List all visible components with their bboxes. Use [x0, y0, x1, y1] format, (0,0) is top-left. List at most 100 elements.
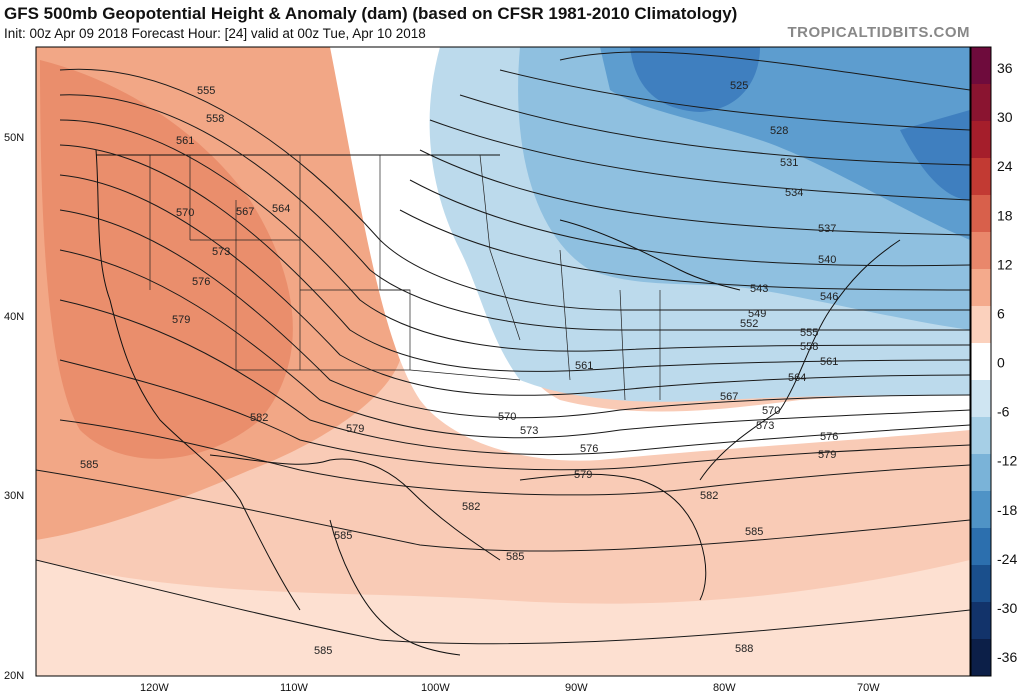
svg-text:525: 525: [730, 80, 748, 92]
colorbar-label: 30: [997, 109, 1013, 125]
svg-text:40N: 40N: [4, 311, 24, 323]
svg-text:582: 582: [250, 412, 268, 424]
svg-text:585: 585: [314, 645, 332, 657]
longitude-labels: 120W 110W 100W 90W 80W 70W: [140, 682, 880, 694]
svg-text:585: 585: [506, 551, 524, 563]
colorbar-label: -18: [997, 502, 1017, 518]
svg-text:582: 582: [462, 501, 480, 513]
svg-text:120W: 120W: [140, 682, 169, 694]
svg-text:100W: 100W: [421, 682, 450, 694]
map-subtitle: Init: 00z Apr 09 2018 Forecast Hour: [24…: [4, 26, 426, 41]
colorbar-swatch: [971, 528, 991, 566]
svg-text:20N: 20N: [4, 670, 24, 682]
svg-text:579: 579: [172, 314, 190, 326]
svg-text:90W: 90W: [565, 682, 588, 694]
svg-text:585: 585: [80, 459, 98, 471]
colorbar-label: -6: [997, 404, 1010, 420]
colorbar-swatch: [971, 565, 991, 603]
svg-text:534: 534: [785, 187, 803, 199]
svg-text:558: 558: [800, 341, 818, 353]
contour-labels: 525 528 531 534 537 540 543 546 549 552 …: [80, 80, 838, 657]
svg-text:552: 552: [740, 318, 758, 330]
colorbar-swatch: [971, 417, 991, 455]
svg-text:585: 585: [745, 526, 763, 538]
colorbar-swatch: [971, 84, 991, 122]
colorbar-swatch: [971, 121, 991, 159]
svg-text:576: 576: [192, 276, 210, 288]
svg-text:540: 540: [818, 254, 836, 266]
svg-text:567: 567: [236, 206, 254, 218]
colorbar-swatch: [971, 306, 991, 344]
svg-text:576: 576: [580, 443, 598, 455]
colorbar-label: -30: [997, 600, 1017, 616]
svg-text:546: 546: [820, 291, 838, 303]
colorbar-swatch: [971, 269, 991, 307]
svg-text:528: 528: [770, 125, 788, 137]
svg-text:576: 576: [820, 431, 838, 443]
svg-text:567: 567: [720, 391, 738, 403]
svg-text:564: 564: [788, 372, 806, 384]
svg-text:531: 531: [780, 157, 798, 169]
source-brand: TROPICALTIDBITS.COM: [787, 24, 970, 41]
colorbar-label: 12: [997, 256, 1013, 272]
svg-text:70W: 70W: [857, 682, 880, 694]
svg-text:582: 582: [700, 490, 718, 502]
svg-text:110W: 110W: [280, 682, 309, 694]
svg-text:585: 585: [334, 530, 352, 542]
svg-text:570: 570: [176, 207, 194, 219]
colorbar-label: 24: [997, 158, 1013, 174]
anomaly-colorbar: 36 30 24 18 12 6 0 -6 -12 -18 -24 -30 -36: [970, 46, 1017, 677]
anomaly-strongest-negative: [630, 47, 760, 112]
colorbar-label: -12: [997, 453, 1017, 469]
anomaly-strong-positive-west: [40, 60, 293, 459]
colorbar-swatch: [971, 454, 991, 492]
colorbar-swatch: [971, 343, 991, 381]
svg-text:561: 561: [820, 356, 838, 368]
latitude-labels: 50N 40N 30N 20N: [4, 132, 24, 682]
svg-text:561: 561: [575, 360, 593, 372]
svg-text:50N: 50N: [4, 132, 24, 144]
anomaly-neutral-band: [330, 47, 970, 461]
svg-text:573: 573: [756, 420, 774, 432]
colorbar-label: 36: [997, 60, 1013, 76]
map-title: GFS 500mb Geopotential Height & Anomaly …: [4, 4, 738, 23]
svg-text:588: 588: [735, 643, 753, 655]
colorbar-swatch: [971, 639, 991, 677]
anomaly-weak-positive-south: [36, 560, 970, 676]
svg-text:579: 579: [818, 449, 836, 461]
colorbar-swatch: [971, 47, 991, 85]
height-contours: [36, 51, 970, 645]
map-field: 525 528 531 534 537 540 543 546 549 552 …: [36, 47, 970, 676]
svg-text:549: 549: [748, 308, 766, 320]
svg-text:579: 579: [346, 423, 364, 435]
svg-text:80W: 80W: [713, 682, 736, 694]
svg-text:570: 570: [762, 405, 780, 417]
svg-text:30N: 30N: [4, 490, 24, 502]
svg-text:570: 570: [498, 411, 516, 423]
colorbar-label: -36: [997, 649, 1017, 665]
svg-text:555: 555: [800, 327, 818, 339]
anomaly-strong-negative-maritimes: [900, 110, 970, 200]
svg-text:558: 558: [206, 113, 224, 125]
colorbar-swatch: [971, 602, 991, 640]
svg-text:555: 555: [197, 85, 215, 97]
colorbar-swatch: [971, 232, 991, 270]
svg-text:579: 579: [574, 469, 592, 481]
colorbar-swatch: [971, 158, 991, 196]
colorbar-swatch: [971, 491, 991, 529]
svg-text:573: 573: [520, 425, 538, 437]
svg-text:564: 564: [272, 203, 290, 215]
colorbar-swatch: [971, 380, 991, 418]
colorbar-swatch: [971, 195, 991, 233]
colorbar-frame: [970, 46, 992, 677]
colorbar-label: 18: [997, 207, 1013, 223]
svg-text:573: 573: [212, 246, 230, 258]
colorbar-label: -24: [997, 551, 1017, 567]
svg-text:537: 537: [818, 223, 836, 235]
colorbar-label: 6: [997, 305, 1005, 321]
svg-text:543: 543: [750, 283, 768, 295]
map-frame: [35, 46, 971, 677]
colorbar-label: 0: [997, 355, 1005, 371]
svg-text:561: 561: [176, 135, 194, 147]
